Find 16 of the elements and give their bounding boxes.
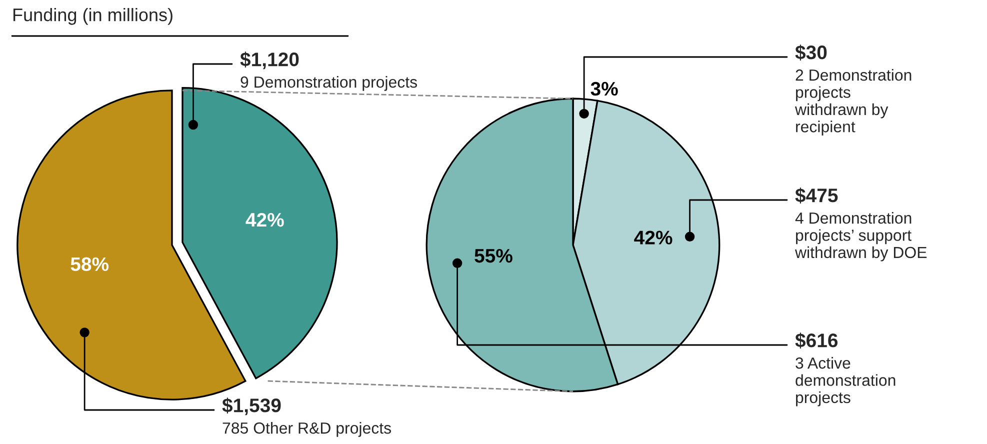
data-label: $475 [795, 188, 838, 204]
data-label: $30 [795, 44, 827, 61]
slice-label: 4 Demonstration projects’ support withdrawn by DOE [794, 212, 927, 262]
slice-label: 785 Other R&D projects [222, 422, 391, 437]
text: 3% [590, 82, 618, 96]
chart-title: Funding (in millions) [13, 8, 172, 25]
data-label: $616 [795, 332, 838, 349]
data-label: $1,120 [240, 52, 299, 70]
text: 42% [246, 212, 284, 227]
slice-label: 9 Demonstration projects [240, 76, 417, 91]
text: 55% [474, 248, 512, 263]
slice-label: 2 Demonstration projects withdrawn by recipient [794, 69, 912, 136]
slice-label: 3 Active demonstration projects [796, 357, 896, 406]
data-label: $1,539 [222, 398, 281, 416]
text: 58% [70, 257, 109, 272]
text: 42% [634, 230, 672, 244]
